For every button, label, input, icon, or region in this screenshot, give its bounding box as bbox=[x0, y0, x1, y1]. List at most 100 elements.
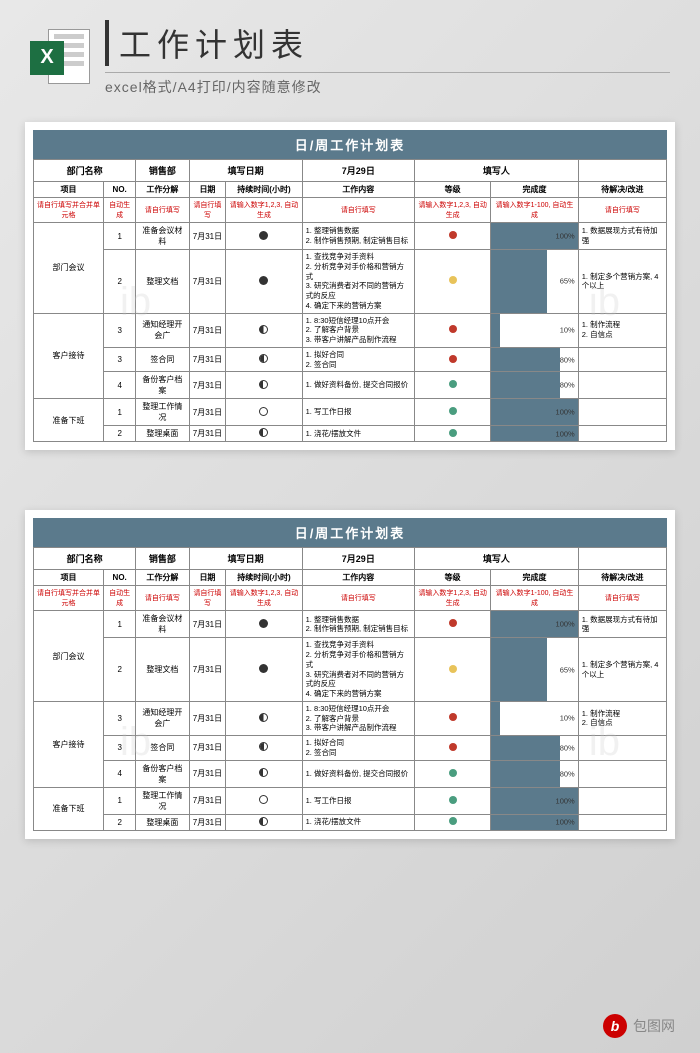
table-row: 3签合同7月31日1. 拟好合同2. 签合同80% bbox=[34, 736, 667, 761]
column-header: 持续时间(小时) bbox=[226, 182, 302, 198]
hint-cell: 自动生成 bbox=[104, 586, 136, 611]
column-header: 工作内容 bbox=[302, 570, 414, 586]
level-icon-cell bbox=[415, 313, 491, 347]
table-row: 准备下班1整理工作情况7月31日1. 写工作日报100% bbox=[34, 399, 667, 426]
task-cell: 备份客户档案 bbox=[136, 760, 189, 787]
table-row: 4备份客户档案7月31日 1. 做好资料备份, 提交合同报价 80% bbox=[34, 760, 667, 787]
level-icon-cell bbox=[415, 787, 491, 814]
hint-cell: 请自行填写并合并单元格 bbox=[34, 586, 104, 611]
date-value: 7月29日 bbox=[302, 160, 414, 182]
column-header: 持续时间(小时) bbox=[226, 570, 302, 586]
worksheet-preview-2: 日/周工作计划表 部门名称 销售部 填写日期 7月29日 填写人 项目NO.工作… bbox=[25, 510, 675, 838]
date-cell: 7月31日 bbox=[189, 638, 226, 702]
task-cell: 整理桌面 bbox=[136, 814, 189, 830]
no-cell: 1 bbox=[104, 787, 136, 814]
level-icon-cell bbox=[415, 760, 491, 787]
no-cell: 2 bbox=[104, 814, 136, 830]
hint-cell: 请输入数字1,2,3, 自动生成 bbox=[226, 198, 302, 223]
content-cell: 1. 做好资料备份, 提交合同报价 bbox=[302, 760, 414, 787]
duration-icon-cell bbox=[226, 814, 302, 830]
progress-cell: 100% bbox=[491, 223, 578, 250]
sheet-title: 日/周工作计划表 bbox=[33, 518, 667, 547]
content-cell: 1. 整理销售数据2. 制作销售预期, 制定销售目标 bbox=[302, 611, 414, 638]
no-cell: 3 bbox=[104, 736, 136, 761]
task-cell: 通知经理开会广 bbox=[136, 701, 189, 735]
duration-icon-cell bbox=[226, 426, 302, 442]
task-cell: 准备会议材料 bbox=[136, 611, 189, 638]
progress-cell: 80% bbox=[491, 372, 578, 399]
content-cell: 1. 浇花/摆放文件 bbox=[302, 814, 414, 830]
no-cell: 4 bbox=[104, 760, 136, 787]
hint-cell: 请输入数字1,2,3, 自动生成 bbox=[415, 586, 491, 611]
footer-logo: b 包图网 bbox=[603, 1014, 675, 1038]
task-cell: 备份客户档案 bbox=[136, 372, 189, 399]
level-icon-cell bbox=[415, 611, 491, 638]
hint-cell: 请自行填写并合并单元格 bbox=[34, 198, 104, 223]
column-header-row: 项目NO.工作分解日期持续时间(小时)工作内容等级完成度待解决/改进 bbox=[34, 570, 667, 586]
level-icon-cell bbox=[415, 399, 491, 426]
date-cell: 7月31日 bbox=[189, 399, 226, 426]
progress-cell: 80% bbox=[491, 760, 578, 787]
hint-cell: 请自行填写 bbox=[578, 586, 666, 611]
column-header: 完成度 bbox=[491, 570, 578, 586]
progress-cell: 80% bbox=[491, 347, 578, 372]
hint-cell: 请自行填写 bbox=[189, 198, 226, 223]
task-cell: 准备会议材料 bbox=[136, 223, 189, 250]
date-label: 填写日期 bbox=[189, 160, 302, 182]
date-cell: 7月31日 bbox=[189, 313, 226, 347]
task-cell: 签合同 bbox=[136, 347, 189, 372]
no-cell: 3 bbox=[104, 347, 136, 372]
table-row: 部门会议1准备会议材料7月31日1. 整理销售数据2. 制作销售预期, 制定销售… bbox=[34, 611, 667, 638]
progress-cell: 10% bbox=[491, 313, 578, 347]
progress-cell: 100% bbox=[491, 426, 578, 442]
table-row: 2整理文档7月31日1. 查找竞争对手资料2. 分析竞争对手价格和营销方式3. … bbox=[34, 250, 667, 314]
note-cell bbox=[578, 814, 666, 830]
table-row: 2整理桌面7月31日1. 浇花/摆放文件100% bbox=[34, 814, 667, 830]
level-icon-cell bbox=[415, 223, 491, 250]
column-header-row: 项目NO.工作分解日期持续时间(小时)工作内容等级完成度待解决/改进 bbox=[34, 182, 667, 198]
hint-cell: 请自行填写 bbox=[302, 198, 414, 223]
no-cell: 2 bbox=[104, 250, 136, 314]
page-header: X 工作计划表 excel格式/A4打印/内容随意修改 bbox=[0, 0, 700, 107]
task-cell: 通知经理开会广 bbox=[136, 313, 189, 347]
note-cell: 1. 制定多个营销方案, 4个以上 bbox=[578, 638, 666, 702]
level-icon-cell bbox=[415, 372, 491, 399]
date-cell: 7月31日 bbox=[189, 787, 226, 814]
duration-icon-cell bbox=[226, 611, 302, 638]
level-icon-cell bbox=[415, 347, 491, 372]
no-cell: 3 bbox=[104, 701, 136, 735]
excel-icon: X bbox=[30, 29, 90, 89]
progress-cell: 100% bbox=[491, 814, 578, 830]
hint-cell: 请输入数字1,2,3, 自动生成 bbox=[415, 198, 491, 223]
date-cell: 7月31日 bbox=[189, 760, 226, 787]
no-cell: 2 bbox=[104, 426, 136, 442]
group-cell: 部门会议 bbox=[34, 611, 104, 702]
progress-cell: 10% bbox=[491, 701, 578, 735]
duration-icon-cell bbox=[226, 372, 302, 399]
worksheet-preview-1: 日/周工作计划表 部门名称 销售部 填写日期 7月29日 填写人 项目NO.工作… bbox=[25, 122, 675, 450]
content-cell: 1. 拟好合同2. 签合同 bbox=[302, 736, 414, 761]
duration-icon-cell bbox=[226, 250, 302, 314]
logo-icon: b bbox=[603, 1014, 627, 1038]
note-cell: 1. 制作流程2. 自信点 bbox=[578, 313, 666, 347]
column-header: 完成度 bbox=[491, 182, 578, 198]
column-header: 工作内容 bbox=[302, 182, 414, 198]
task-cell: 整理文档 bbox=[136, 638, 189, 702]
info-row: 部门名称 销售部 填写日期 7月29日 填写人 bbox=[34, 548, 667, 570]
note-cell bbox=[578, 399, 666, 426]
column-header: 日期 bbox=[189, 570, 226, 586]
plan-table: 部门名称 销售部 填写日期 7月29日 填写人 项目NO.工作分解日期持续时间(… bbox=[33, 159, 667, 442]
no-cell: 2 bbox=[104, 638, 136, 702]
note-cell bbox=[578, 347, 666, 372]
hint-cell: 请自行填写 bbox=[136, 198, 189, 223]
task-cell: 整理工作情况 bbox=[136, 787, 189, 814]
content-cell: 1. 整理销售数据2. 制作销售预期, 制定销售目标 bbox=[302, 223, 414, 250]
hint-cell: 请输入数字1,2,3, 自动生成 bbox=[226, 586, 302, 611]
note-cell: 1. 制定多个营销方案, 4个以上 bbox=[578, 250, 666, 314]
date-cell: 7月31日 bbox=[189, 736, 226, 761]
no-cell: 4 bbox=[104, 372, 136, 399]
column-header: 等级 bbox=[415, 182, 491, 198]
table-row: 部门会议1准备会议材料7月31日1. 整理销售数据2. 制作销售预期, 制定销售… bbox=[34, 223, 667, 250]
no-cell: 3 bbox=[104, 313, 136, 347]
content-cell: 1. 拟好合同2. 签合同 bbox=[302, 347, 414, 372]
